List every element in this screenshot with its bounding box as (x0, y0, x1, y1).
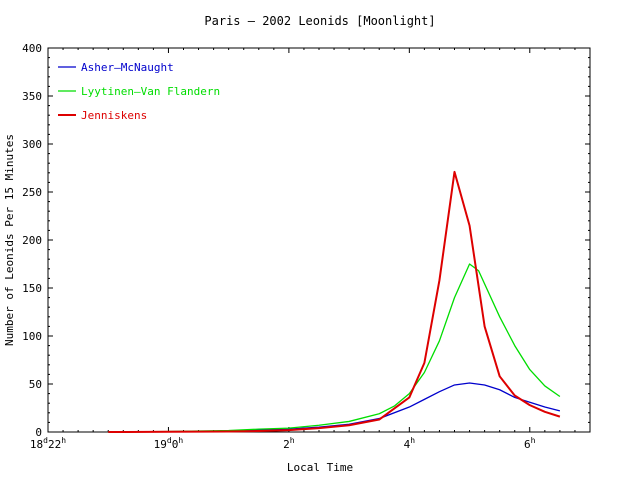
y-tick-label: 200 (22, 234, 42, 247)
x-tick-label: 18d22h (30, 436, 66, 451)
y-tick-label: 250 (22, 186, 42, 199)
x-axis-label: Local Time (287, 461, 353, 474)
series-line-1 (108, 382, 561, 433)
x-tick-label: 19d0h (154, 436, 184, 451)
chart-title: Paris — 2002 Leonids [Moonlight] (204, 14, 435, 28)
y-tick-label: 150 (22, 282, 42, 295)
y-axis: 0 50 100 150 200 250 300 350 400 (22, 42, 590, 439)
plot-area-border (47, 47, 591, 433)
y-axis-label: Number of Leonids Per 15 Minutes (3, 134, 16, 346)
y-tick-label: 0 (35, 426, 42, 439)
y-tick-label: 100 (22, 330, 42, 343)
x-tick-label: 4h (404, 436, 416, 451)
x-tick-label: 6h (524, 436, 536, 451)
series-line-3 (108, 170, 561, 433)
legend-label: Asher—McNaught (81, 61, 174, 74)
series-line-2 (108, 263, 561, 433)
legend-label: Jenniskens (81, 109, 147, 122)
series-layer (108, 170, 561, 433)
legend-label: Lyytinen—Van Flandern (81, 85, 220, 98)
y-tick-label: 50 (29, 378, 42, 391)
plot-frame (47, 47, 591, 433)
x-axis: 18d22h 19d0h 2h 4h 6h (30, 48, 591, 451)
y-tick-label: 300 (22, 138, 42, 151)
x-tick-label: 2h (283, 436, 295, 451)
y-tick-label: 400 (22, 42, 42, 55)
y-tick-label: 350 (22, 90, 42, 103)
legend: Asher—McNaught Lyytinen—Van Flandern Jenni… (58, 61, 220, 122)
